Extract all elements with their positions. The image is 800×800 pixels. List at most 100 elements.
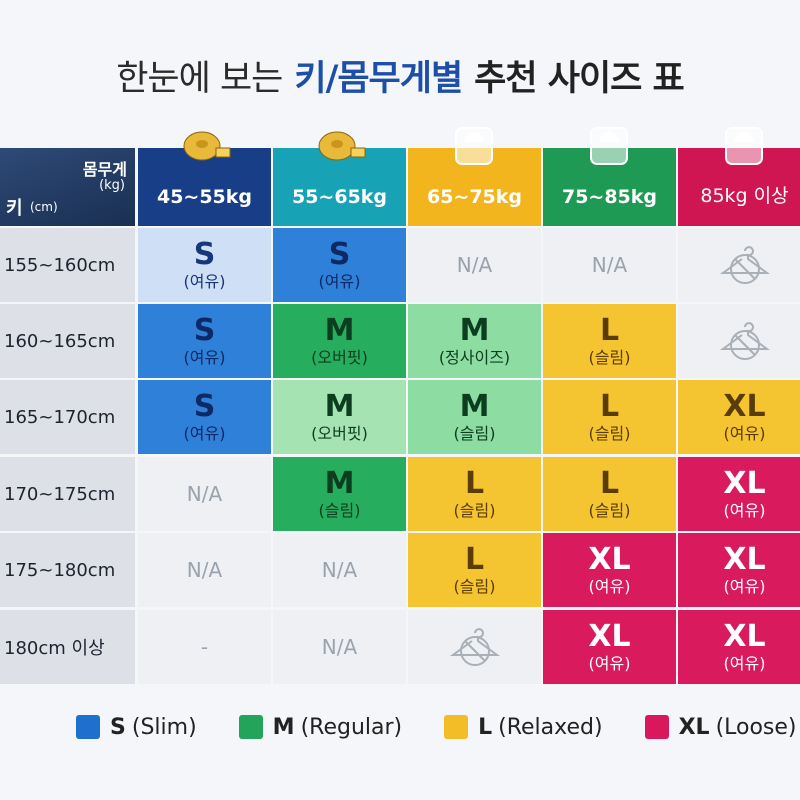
- size-cell: XL (여유): [678, 457, 800, 531]
- size-note: (슬림): [453, 501, 496, 520]
- legend-item: M (Regular): [238, 710, 403, 744]
- legend-item: S (Slim): [76, 710, 197, 744]
- row-header: 180cm 이상: [0, 610, 135, 684]
- not-available: N/A: [321, 558, 358, 582]
- size-cell: N/A: [408, 228, 541, 302]
- size-code: XL: [723, 466, 766, 501]
- height-label: 키: [6, 198, 23, 219]
- size-note: (여유): [723, 424, 766, 443]
- legend-item: L (Relaxed): [444, 710, 603, 744]
- size-cell: S (여유): [138, 228, 271, 302]
- legend-name: (Loose): [715, 714, 797, 740]
- size-code: XL: [588, 542, 631, 577]
- size-code: M: [459, 389, 490, 424]
- size-code: S: [328, 237, 351, 272]
- size-cell: XL (여유): [678, 610, 800, 684]
- row-header: 165~170cm: [0, 380, 135, 454]
- size-cell: M (슬림): [273, 457, 406, 531]
- size-note: (슬림): [318, 501, 361, 520]
- size-note: (오버핏): [311, 424, 368, 443]
- size-note: (여유): [183, 272, 226, 291]
- title: 한눈에 보는 키/몸무게별 추천 사이즈 표: [0, 50, 800, 101]
- size-cell: L (슬림): [543, 304, 676, 378]
- title-part: 키/몸무게별: [294, 59, 463, 99]
- size-note: (여유): [588, 654, 631, 673]
- size-note: (정사이즈): [438, 348, 511, 367]
- column-label: 65~75kg: [426, 186, 523, 208]
- size-code: S: [193, 237, 216, 272]
- legend-swatch: [76, 715, 100, 739]
- weight-unit: (kg): [99, 178, 125, 193]
- column-label: 55~65kg: [291, 186, 388, 208]
- legend-item: XL (Loose): [644, 710, 797, 744]
- size-cell: N/A: [138, 533, 271, 607]
- size-cell: N/A: [273, 610, 406, 684]
- size-cell: L (슬림): [543, 380, 676, 454]
- size-cell: XL (여유): [543, 610, 676, 684]
- size-note: (여유): [183, 424, 226, 443]
- legend-size: M: [272, 714, 295, 740]
- size-note: (오버핏): [311, 348, 368, 367]
- not-available: -: [200, 635, 209, 659]
- column-header: 85kg 이상: [678, 148, 800, 226]
- row-header: 160~165cm: [0, 304, 135, 378]
- not-available: N/A: [186, 558, 223, 582]
- title-part: 추천 사이즈 표: [474, 59, 685, 99]
- size-code: S: [193, 313, 216, 348]
- no-hanger-icon: [449, 628, 500, 666]
- size-cell: N/A: [138, 457, 271, 531]
- tape-icon: [318, 131, 366, 161]
- column-label: 85kg 이상: [700, 185, 789, 207]
- height-unit: (cm): [30, 200, 58, 214]
- size-note: (슬림): [453, 577, 496, 596]
- not-available: N/A: [456, 253, 493, 277]
- size-note: (여유): [723, 577, 766, 596]
- size-cell: L (슬림): [408, 457, 541, 531]
- legend: S (Slim) M (Regular) L (Relaxed) XL (Loose): [76, 710, 800, 744]
- size-code: S: [193, 389, 216, 424]
- size-code: L: [599, 313, 620, 348]
- column-header: 55~65kg: [273, 148, 406, 226]
- weight-label: 몸무게: [82, 160, 127, 179]
- size-code: XL: [588, 619, 631, 654]
- size-cell: M (정사이즈): [408, 304, 541, 378]
- size-code: M: [324, 389, 355, 424]
- legend-name: (Relaxed): [498, 714, 603, 740]
- size-cell: M (오버핏): [273, 304, 406, 378]
- size-cell: S (여유): [138, 304, 271, 378]
- size-cell: S (여유): [138, 380, 271, 454]
- size-note: (슬림): [588, 348, 631, 367]
- column-header: 45~55kg: [138, 148, 271, 226]
- size-cell: M (오버핏): [273, 380, 406, 454]
- size-cell: [678, 228, 800, 302]
- row-header: 155~160cm: [0, 228, 135, 302]
- not-available: N/A: [591, 253, 628, 277]
- size-code: M: [459, 313, 490, 348]
- size-code: L: [599, 466, 620, 501]
- size-code: M: [324, 313, 355, 348]
- size-note: (여유): [318, 272, 361, 291]
- row-header: 170~175cm: [0, 457, 135, 531]
- size-cell: S (여유): [273, 228, 406, 302]
- no-hanger-icon: [719, 322, 770, 360]
- size-code: XL: [723, 542, 766, 577]
- size-note: (슬림): [588, 424, 631, 443]
- size-cell: N/A: [273, 533, 406, 607]
- legend-swatch: [444, 715, 469, 739]
- size-code: L: [464, 542, 485, 577]
- not-available: N/A: [321, 635, 358, 659]
- size-note: (여유): [723, 501, 766, 520]
- size-code: L: [599, 389, 620, 424]
- size-note: (여유): [588, 577, 631, 596]
- legend-name: (Regular): [300, 714, 403, 740]
- size-note: (여유): [723, 654, 766, 673]
- not-available: N/A: [186, 482, 223, 506]
- corner-header: 몸무게 (kg) 키 (cm): [0, 148, 135, 226]
- no-hanger-icon: [719, 246, 770, 284]
- legend-size: S: [110, 714, 126, 740]
- scale-icon: [725, 127, 763, 165]
- size-note: (슬림): [453, 424, 496, 443]
- title-part: 한눈에 보는: [116, 59, 283, 99]
- size-cell: -: [138, 610, 271, 684]
